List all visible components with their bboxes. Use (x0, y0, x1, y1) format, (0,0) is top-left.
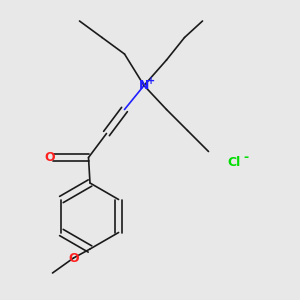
Text: -: - (243, 151, 249, 164)
Text: O: O (44, 151, 55, 164)
Text: Cl: Cl (227, 155, 241, 169)
Text: +: + (147, 76, 156, 86)
Text: N: N (139, 79, 149, 92)
Text: O: O (68, 251, 79, 265)
